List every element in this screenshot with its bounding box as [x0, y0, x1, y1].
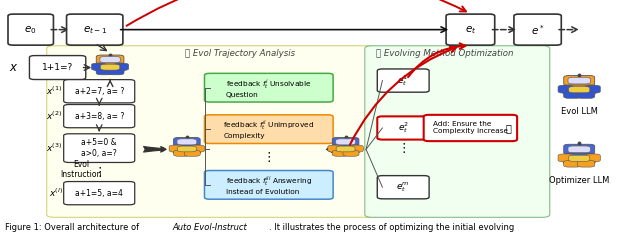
FancyBboxPatch shape: [64, 182, 135, 205]
FancyBboxPatch shape: [96, 68, 113, 75]
Text: Add: Ensure the
Complexity increase: Add: Ensure the Complexity increase: [433, 122, 508, 134]
FancyBboxPatch shape: [169, 145, 184, 152]
FancyBboxPatch shape: [8, 14, 54, 45]
Text: $x^{(l)}$: $x^{(l)}$: [49, 187, 63, 199]
FancyBboxPatch shape: [332, 137, 359, 146]
Text: $x$: $x$: [10, 61, 19, 74]
Text: $x^{(1)}$: $x^{(1)}$: [46, 85, 63, 97]
Text: Evol LLM: Evol LLM: [561, 107, 598, 116]
Text: $e_0$: $e_0$: [24, 24, 37, 36]
FancyBboxPatch shape: [332, 150, 348, 156]
FancyBboxPatch shape: [343, 150, 359, 156]
Text: $e_t$: $e_t$: [465, 24, 476, 36]
FancyBboxPatch shape: [564, 144, 595, 154]
Text: feedback $f_t^{ii}$ Unimproved
Complexity: feedback $f_t^{ii}$ Unimproved Complexit…: [223, 119, 314, 140]
FancyBboxPatch shape: [96, 55, 124, 64]
FancyBboxPatch shape: [190, 145, 205, 152]
FancyBboxPatch shape: [47, 46, 379, 217]
FancyBboxPatch shape: [173, 150, 189, 156]
FancyBboxPatch shape: [585, 85, 600, 93]
FancyBboxPatch shape: [568, 155, 590, 161]
Text: $e_t^2$: $e_t^2$: [397, 121, 409, 135]
Text: feedback $f_t^i$ Unsolvable
Question: feedback $f_t^i$ Unsolvable Question: [226, 77, 312, 98]
FancyBboxPatch shape: [205, 73, 333, 102]
Text: 🏆: 🏆: [506, 123, 512, 133]
FancyBboxPatch shape: [585, 154, 600, 162]
FancyBboxPatch shape: [349, 145, 364, 152]
FancyBboxPatch shape: [177, 146, 196, 152]
FancyBboxPatch shape: [332, 145, 360, 154]
FancyBboxPatch shape: [514, 14, 561, 45]
FancyBboxPatch shape: [378, 116, 429, 140]
FancyBboxPatch shape: [100, 64, 120, 70]
Text: $e_{t-1}$: $e_{t-1}$: [83, 24, 107, 36]
FancyBboxPatch shape: [378, 176, 429, 199]
Text: ⋮: ⋮: [397, 142, 410, 155]
Text: Evol
Instruction: Evol Instruction: [61, 160, 102, 179]
FancyBboxPatch shape: [108, 68, 124, 75]
FancyBboxPatch shape: [184, 150, 200, 156]
FancyBboxPatch shape: [563, 154, 595, 164]
FancyBboxPatch shape: [577, 92, 595, 98]
FancyBboxPatch shape: [64, 134, 135, 163]
Text: Optimizer LLM: Optimizer LLM: [549, 176, 609, 185]
Text: 🔎 Evol Trajectory Analysis: 🔎 Evol Trajectory Analysis: [185, 49, 295, 58]
Text: $e^*$: $e^*$: [531, 23, 545, 36]
FancyBboxPatch shape: [29, 56, 86, 80]
Text: ⋮: ⋮: [262, 150, 275, 164]
FancyBboxPatch shape: [205, 171, 333, 199]
FancyBboxPatch shape: [568, 77, 591, 84]
Text: 🔧 Evolving Method Optimization: 🔧 Evolving Method Optimization: [376, 49, 513, 58]
FancyBboxPatch shape: [568, 146, 591, 153]
FancyBboxPatch shape: [100, 56, 120, 63]
FancyBboxPatch shape: [328, 145, 342, 152]
FancyBboxPatch shape: [177, 139, 197, 145]
FancyBboxPatch shape: [96, 63, 124, 72]
FancyBboxPatch shape: [114, 63, 129, 70]
Text: Figure 1: Overall architecture of: Figure 1: Overall architecture of: [5, 223, 142, 232]
FancyBboxPatch shape: [563, 85, 595, 95]
FancyBboxPatch shape: [336, 146, 355, 152]
Text: Auto Evol-Instruct: Auto Evol-Instruct: [173, 223, 248, 232]
FancyBboxPatch shape: [558, 85, 573, 93]
Text: a+1=5, a=4: a+1=5, a=4: [76, 189, 123, 198]
Text: $x^{(2)}$: $x^{(2)}$: [46, 110, 63, 122]
FancyBboxPatch shape: [564, 92, 581, 98]
FancyBboxPatch shape: [365, 46, 550, 217]
FancyBboxPatch shape: [173, 145, 200, 154]
Text: a+2=7, a= ?: a+2=7, a= ?: [74, 87, 124, 96]
Text: $x^{(3)}$: $x^{(3)}$: [46, 142, 63, 154]
FancyBboxPatch shape: [67, 14, 123, 45]
FancyBboxPatch shape: [92, 63, 106, 70]
FancyBboxPatch shape: [564, 76, 595, 86]
FancyBboxPatch shape: [558, 154, 573, 162]
Text: ⋮: ⋮: [93, 165, 106, 178]
Text: a+5=0 &
a>0, a=?: a+5=0 & a>0, a=?: [81, 138, 117, 158]
FancyBboxPatch shape: [378, 69, 429, 92]
FancyBboxPatch shape: [568, 87, 590, 93]
FancyBboxPatch shape: [424, 115, 517, 141]
Text: $e_t^m$: $e_t^m$: [396, 180, 410, 194]
Text: $e_t^1$: $e_t^1$: [397, 73, 409, 88]
Text: feedback $f_t^{iii}$ Answering
Instead of Evolution: feedback $f_t^{iii}$ Answering Instead o…: [226, 174, 312, 195]
Text: . It illustrates the process of optimizing the initial evolving: . It illustrates the process of optimizi…: [269, 223, 514, 232]
Text: 1+1=?: 1+1=?: [42, 63, 73, 72]
FancyBboxPatch shape: [564, 160, 581, 167]
FancyBboxPatch shape: [173, 137, 200, 146]
FancyBboxPatch shape: [446, 14, 495, 45]
FancyBboxPatch shape: [64, 80, 135, 103]
FancyBboxPatch shape: [336, 139, 356, 145]
Text: a+3=8, a= ?: a+3=8, a= ?: [74, 112, 124, 121]
FancyBboxPatch shape: [64, 105, 135, 128]
FancyBboxPatch shape: [205, 115, 333, 144]
FancyBboxPatch shape: [577, 160, 595, 167]
